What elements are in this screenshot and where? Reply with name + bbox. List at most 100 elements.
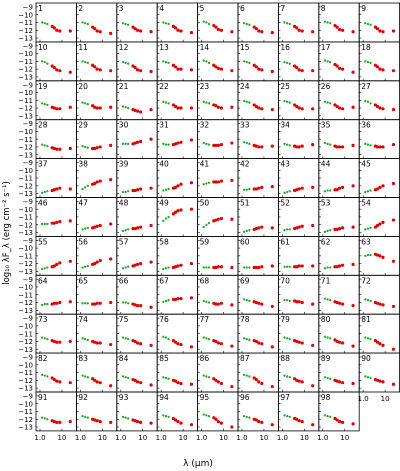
data-point-near-ir <box>205 60 208 63</box>
data-point-near-ir <box>329 299 332 302</box>
panel-2: 2 <box>76 2 118 43</box>
data-point-near-ir <box>43 22 46 25</box>
data-point-mid-ir <box>337 27 342 32</box>
data-point-near-ir <box>46 22 49 26</box>
panel-number: 79 <box>280 315 290 324</box>
data-point-mid-ir <box>230 344 234 348</box>
data-point-mid-ir <box>257 145 261 149</box>
y-tick-label: −9 <box>23 315 33 323</box>
data-point-mid-ir <box>98 68 102 72</box>
data-point-near-ir <box>124 142 127 145</box>
data-point-near-ir <box>40 336 44 339</box>
data-point-near-ir <box>245 299 248 302</box>
data-point-mid-ir <box>260 30 264 34</box>
data-point-mid-ir <box>93 65 97 69</box>
data-point-mid-ir <box>98 419 102 424</box>
y-tick-label: −13 <box>18 307 33 315</box>
data-point-near-ir <box>167 337 170 341</box>
y-tick-label: −13 <box>18 190 33 198</box>
data-point-mid-ir <box>391 142 396 147</box>
data-point-mid-ir <box>216 105 220 109</box>
data-point-mid-ir <box>139 139 143 144</box>
data-point-mid-ir <box>257 419 261 424</box>
data-point-mid-ir <box>254 27 258 31</box>
data-point-mid-ir <box>214 339 218 344</box>
data-point-mid-ir <box>173 340 178 344</box>
panel-grid: 1−9−10−11−12−132 3 4 5 6 7 8 910−9−10−11−12−131… <box>18 2 400 442</box>
panel-number: 72 <box>361 276 371 285</box>
data-point-near-ir <box>323 414 327 417</box>
data-point-near-ir <box>167 299 170 302</box>
data-point-near-ir <box>162 335 165 338</box>
data-point-mid-ir <box>135 341 140 345</box>
data-point-mid-ir <box>98 301 102 305</box>
data-point-near-ir <box>364 99 367 103</box>
data-point-mid-ir <box>149 305 153 309</box>
data-point-mid-ir <box>139 110 143 114</box>
data-point-mid-ir <box>378 106 382 110</box>
data-point-mid-ir <box>173 297 178 302</box>
panel-number: 41 <box>200 160 210 169</box>
data-point-near-ir <box>323 267 327 270</box>
data-point-near-ir <box>121 60 125 64</box>
data-point-mid-ir <box>337 66 342 70</box>
data-point-mid-ir <box>295 226 299 230</box>
panel-number: 89 <box>321 354 331 363</box>
panel-39: 39 <box>116 158 158 198</box>
data-point-near-ir <box>202 299 205 303</box>
data-point-mid-ir <box>109 384 113 388</box>
data-point-near-ir <box>81 266 84 269</box>
data-point-mid-ir <box>135 380 140 384</box>
data-point-mid-ir <box>179 182 183 186</box>
data-point-mid-ir <box>95 67 99 71</box>
data-point-near-ir <box>202 183 205 186</box>
data-point-near-ir <box>124 61 127 65</box>
data-point-near-ir <box>124 106 127 109</box>
data-point-near-ir <box>369 144 372 147</box>
data-point-near-ir <box>162 100 165 103</box>
data-point-mid-ir <box>216 302 220 306</box>
data-point-near-ir <box>288 190 291 193</box>
data-point-mid-ir <box>98 106 102 110</box>
panel-22: 22 <box>156 80 198 121</box>
data-point-near-ir <box>43 267 46 270</box>
data-point-mid-ir <box>337 227 342 231</box>
panel-53: 53 <box>318 197 360 237</box>
panel-13: 13 <box>156 41 198 82</box>
panel-number: 29 <box>78 121 88 130</box>
data-point-mid-ir <box>381 107 385 111</box>
data-point-mid-ir <box>230 425 234 429</box>
data-point-mid-ir <box>179 381 183 386</box>
data-point-near-ir <box>121 267 125 270</box>
y-tick-label: −10 <box>18 11 33 19</box>
data-point-mid-ir <box>179 263 183 267</box>
y-tick-label: −10 <box>18 284 33 292</box>
data-point-mid-ir <box>300 419 304 424</box>
data-point-mid-ir <box>55 28 59 32</box>
data-point-mid-ir <box>341 185 345 189</box>
y-tick-label: −12 <box>18 105 33 113</box>
data-point-mid-ir <box>173 418 178 422</box>
data-point-mid-ir <box>214 25 218 29</box>
data-point-mid-ir <box>216 180 220 184</box>
data-point-mid-ir <box>391 304 396 309</box>
panel-number: 86 <box>200 354 210 363</box>
panel-33: 33 <box>237 119 279 159</box>
panel-38: 38 <box>76 158 118 198</box>
data-point-near-ir <box>205 266 208 269</box>
panel-number: 78 <box>240 315 250 324</box>
data-point-mid-ir <box>93 27 97 31</box>
data-point-mid-ir <box>297 225 301 229</box>
data-point-mid-ir <box>139 187 143 191</box>
y-tick-label: −9 <box>23 237 33 245</box>
data-point-mid-ir <box>335 300 339 305</box>
data-point-near-ir <box>124 301 127 304</box>
panel-56: 56 <box>76 235 118 276</box>
x-tick-label: 10 <box>300 434 309 442</box>
data-point-near-ir <box>86 226 89 229</box>
data-point-mid-ir <box>176 28 180 32</box>
data-point-mid-ir <box>173 185 178 189</box>
panel-number: 55 <box>38 237 48 246</box>
data-point-mid-ir <box>214 302 218 306</box>
data-point-mid-ir <box>216 143 220 147</box>
